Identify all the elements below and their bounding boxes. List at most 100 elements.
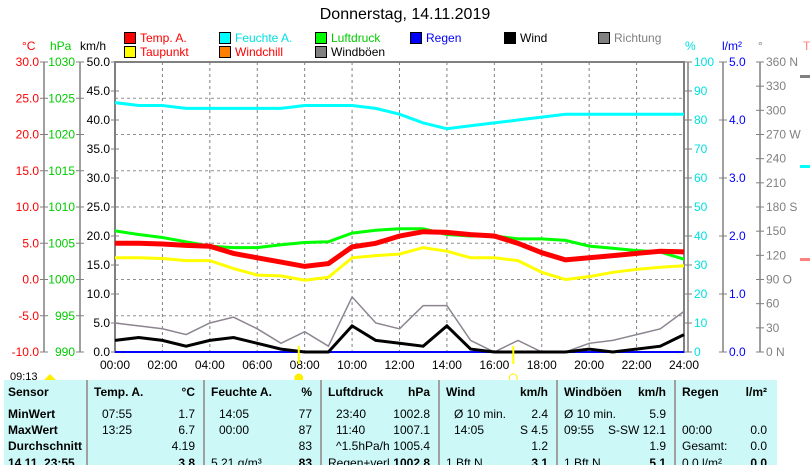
table-value: 6.7 — [178, 423, 195, 437]
legend-swatch — [219, 45, 231, 58]
temp-axis-label: 30.0 — [16, 55, 40, 69]
rain-axis-label: 2.0 — [729, 229, 746, 243]
table-header-unit: km/h — [519, 385, 548, 399]
pressure-axis-label: 1025 — [48, 91, 75, 105]
table-header: Wind — [446, 385, 476, 399]
legend-label: Regen — [426, 30, 462, 45]
column-divider — [86, 380, 88, 465]
pressure-axis-label: 990 — [55, 345, 75, 359]
pressure-axis-label: 995 — [55, 309, 75, 323]
table-cell: 14:05 — [454, 423, 485, 437]
wind-axis-label: 0.0 — [93, 345, 110, 359]
humidity-axis-label: 20 — [694, 287, 708, 301]
rain-axis-label: 4.0 — [729, 113, 746, 127]
table-value: 3.8 — [178, 456, 195, 465]
table-value: 3.1 — [531, 456, 548, 465]
table-value: 2.4 — [531, 407, 548, 421]
sun-icon — [294, 373, 304, 380]
table-cell: 1 Bft N — [564, 456, 601, 465]
table-header-unit: hPa — [407, 385, 430, 399]
direction-axis-label: 240 — [766, 152, 786, 166]
column-divider — [674, 380, 676, 465]
table-value: S-SW 12.1 — [607, 423, 666, 437]
table-cell: Gesamt: — [682, 439, 728, 453]
time-tick-label: 12:00 — [384, 358, 414, 372]
table-value: 77 — [298, 407, 312, 421]
table-cell: 00:00 — [219, 423, 250, 437]
temp-axis-label: 0.0 — [22, 273, 39, 287]
rain-axis-label: 1.0 — [729, 287, 746, 301]
table-cell: 23:40 — [336, 407, 367, 421]
table-header: Temp. A. — [94, 385, 144, 399]
pressure-axis-label: 1030 — [48, 55, 75, 69]
humidity-axis-label: 80 — [694, 113, 708, 127]
legend-swatch — [598, 31, 610, 44]
temp-axis-label: -10.0 — [12, 345, 40, 359]
table-cell: 1 Bft N — [446, 456, 483, 465]
table-cell: 09:55 — [564, 423, 595, 437]
chart-plot: 00:00 02:00 04:00 06:00 08:00 10:00 12:00 14:00… — [12, 39, 810, 380]
table-value: 87 — [298, 423, 312, 437]
table-value: 5.1 — [649, 456, 666, 465]
direction-axis-label: 90 O — [766, 273, 792, 287]
wind-axis-label: 5.0 — [93, 316, 110, 330]
legend-label: Feuchte A. — [235, 30, 293, 45]
legend-swatch — [410, 31, 422, 44]
series-taupunkt — [115, 246, 685, 282]
humidity-axis-label: 40 — [694, 229, 708, 243]
direction-axis-label: 30 — [766, 321, 780, 335]
legend-item: Windchill — [219, 44, 284, 59]
table-value: 4.19 — [171, 439, 195, 453]
table-row-label: 14.11. 23:55 — [8, 456, 75, 465]
table-value: 1.7 — [178, 407, 195, 421]
time-tick-label: 06:00 — [242, 358, 272, 372]
rain-axis-label: 3.0 — [729, 171, 746, 185]
table-cell: Ø 10 min. — [564, 407, 617, 421]
time-tick-label: 04:00 — [195, 358, 225, 372]
humidity-axis-label: 90 — [694, 84, 708, 98]
legend-label: Richtung — [614, 30, 662, 45]
direction-axis-label: 120 — [766, 248, 786, 262]
humidity-axis-label: 60 — [694, 171, 708, 185]
legend-item: Taupunkt — [124, 44, 189, 59]
wind-axis-label: 30.0 — [87, 171, 111, 185]
legend-label: Wind — [520, 30, 548, 45]
direction-axis-label: 60 — [766, 297, 780, 311]
table-cell: 07:55 — [102, 407, 133, 421]
moon-icon — [508, 373, 518, 380]
table-value: 1002.8 — [393, 456, 430, 465]
time-tick-label: 14:00 — [432, 358, 462, 372]
legend-swatch — [124, 45, 136, 58]
table-header-unit: °C — [181, 385, 195, 399]
wind-axis-label: 15.0 — [87, 258, 111, 272]
table-cell: Ø 10 min. — [454, 407, 507, 421]
table-cell: 14:05 — [219, 407, 250, 421]
direction-axis-label: 360 N — [766, 55, 798, 69]
pressure-axis-label: 1015 — [48, 164, 75, 178]
table-cell: 11:40 — [336, 423, 366, 437]
table-value: 1.9 — [649, 439, 666, 453]
legend-label: Taupunkt — [140, 44, 189, 59]
wind-axis-label: 20.0 — [87, 229, 111, 243]
table-header: Luftdruck — [328, 385, 384, 399]
direction-axis-label: 180 S — [766, 200, 797, 214]
table-cell: 00:00 — [682, 423, 713, 437]
temp-axis-label: 20.0 — [16, 128, 40, 142]
temp-axis-label: 25.0 — [16, 91, 40, 105]
table-value: 83 — [298, 439, 312, 453]
table-value: 0.0 — [750, 423, 767, 437]
table-header-unit: km/h — [637, 385, 666, 399]
table-header-unit: l/m² — [745, 385, 767, 399]
legend-label: Luftdruck — [331, 30, 381, 45]
legend-label: Windchill — [235, 44, 284, 59]
unit-label-rain: l/m² — [722, 39, 742, 53]
chart-title: Donnerstag, 14.11.2019 — [319, 6, 491, 23]
series-wind — [114, 323, 685, 354]
legend-swatch — [315, 45, 327, 58]
wind-axis-label: 45.0 — [87, 84, 111, 98]
temp-axis-label: 5.0 — [22, 236, 39, 250]
time-tick-label: 08:00 — [290, 358, 320, 372]
unit-label-humidity: % — [685, 39, 696, 53]
time-tick-label: 22:00 — [622, 358, 652, 372]
table-value: 1005.4 — [393, 439, 430, 453]
